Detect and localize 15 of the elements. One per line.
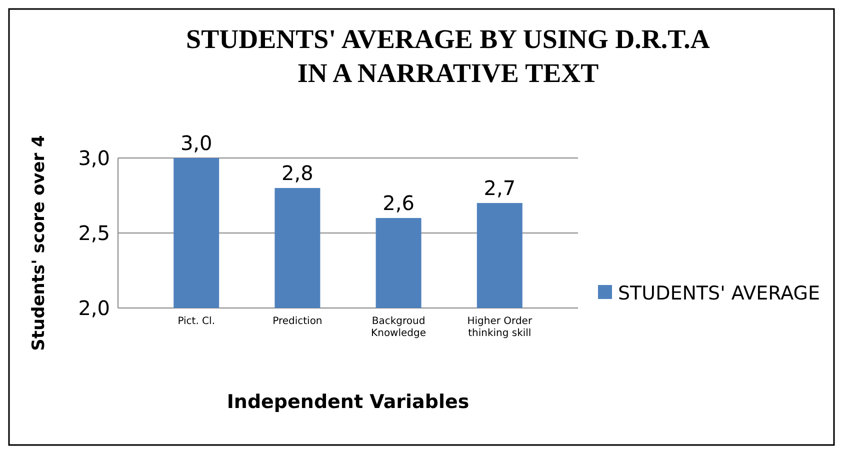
x-axis-title: Independent Variables (226, 391, 470, 413)
x-tick-label: Higher Order thinking skill (467, 316, 533, 339)
data-label: 3,0 (180, 131, 212, 155)
x-tick-label: Backgroud Knowledge (371, 316, 426, 339)
data-label: 2,6 (382, 191, 414, 215)
y-axis-title: Students' score over 4 (29, 134, 49, 351)
y-tick-label: 3,0 (78, 146, 110, 170)
data-label: 2,8 (282, 161, 314, 185)
x-tick-label: Prediction (272, 316, 322, 327)
y-tick-label: 2,0 (78, 296, 110, 320)
x-tick-label: Pict. Cl. (178, 316, 216, 327)
data-label: 2,7 (484, 176, 516, 200)
y-tick-label: 2,5 (78, 221, 110, 245)
legend-label: STUDENTS' AVERAGE (618, 282, 820, 305)
chart-title: STUDENTS' AVERAGE BY USING D.R.T.A IN A NARRATIVE TEXT (186, 24, 710, 88)
